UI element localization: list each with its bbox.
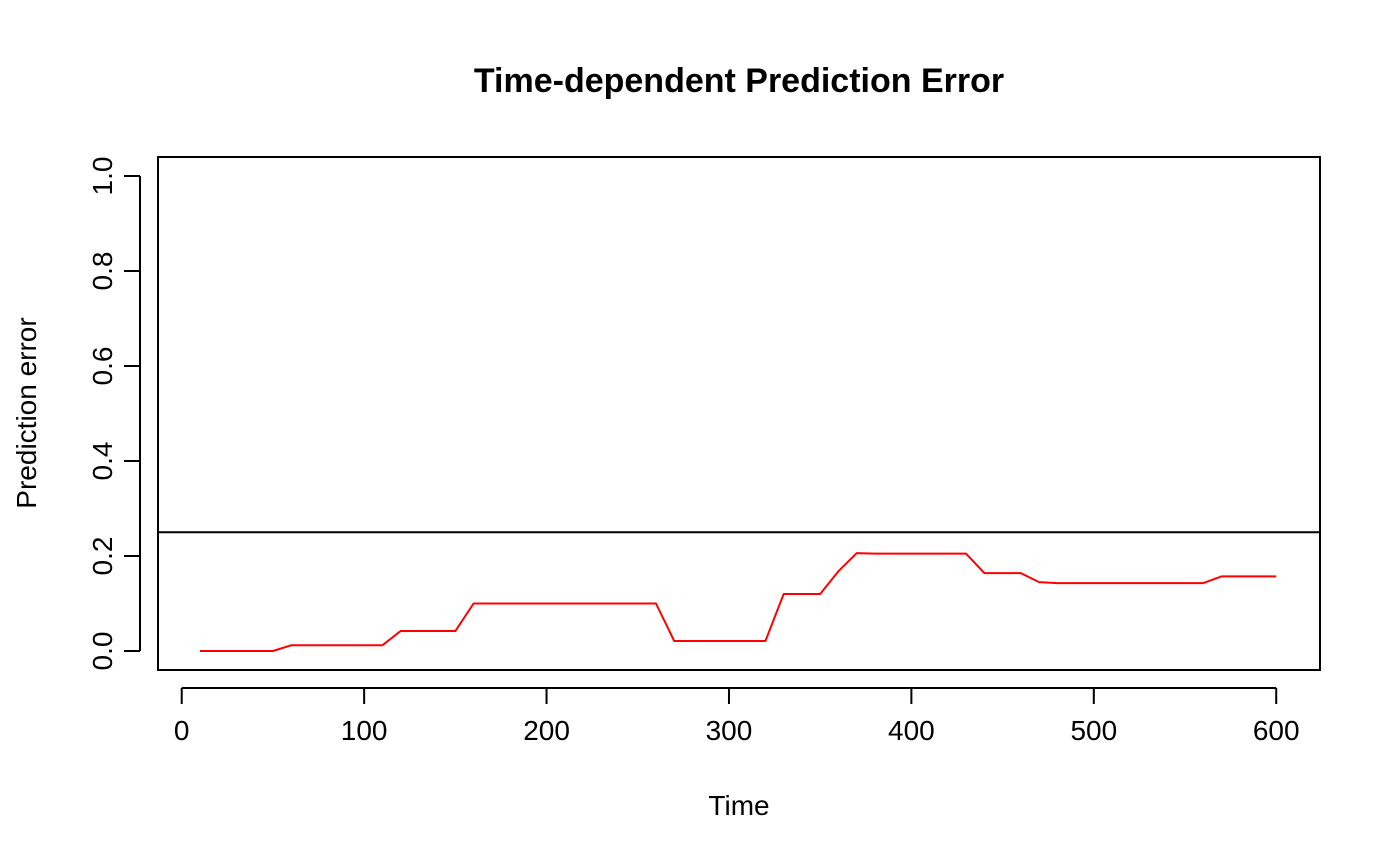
x-tick-label: 400 — [888, 715, 935, 746]
y-tick-label: 1.0 — [87, 157, 118, 196]
y-axis: 0.0 0.2 0.4 0.6 0.8 1.0 — [87, 157, 141, 671]
x-tick-label: 100 — [341, 715, 388, 746]
x-tick-label: 600 — [1253, 715, 1300, 746]
y-tick-label: 0.2 — [87, 537, 118, 576]
x-tick-label: 0 — [174, 715, 190, 746]
series-layer — [158, 531, 1320, 652]
x-tick-label: 300 — [706, 715, 753, 746]
y-tick-label: 0.8 — [87, 252, 118, 291]
plot-frame — [157, 156, 1321, 671]
y-tick-label: 0.0 — [87, 632, 118, 671]
x-axis-label: Time — [708, 790, 769, 821]
x-tick-label: 500 — [1070, 715, 1117, 746]
prediction-error-line — [199, 552, 1277, 652]
x-axis: 0 100 200 300 400 500 600 — [174, 687, 1300, 746]
y-tick-label: 0.6 — [87, 347, 118, 386]
y-tick-label: 0.4 — [87, 442, 118, 481]
y-axis-label: Prediction error — [11, 317, 42, 508]
chart-title: Time-dependent Prediction Error — [474, 62, 1004, 100]
x-tick-label: 200 — [523, 715, 570, 746]
